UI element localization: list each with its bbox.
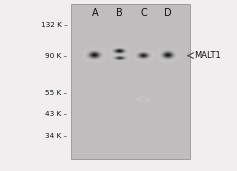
Text: B: B: [116, 8, 123, 18]
Text: C: C: [140, 8, 147, 18]
Text: 55 K –: 55 K –: [46, 90, 68, 96]
Text: A: A: [91, 8, 98, 18]
Text: MALT1: MALT1: [194, 51, 221, 60]
Text: 43 K –: 43 K –: [46, 111, 68, 117]
Text: 132 K –: 132 K –: [41, 22, 68, 28]
FancyBboxPatch shape: [71, 4, 190, 159]
Text: 90 K –: 90 K –: [46, 52, 68, 59]
Text: 34 K –: 34 K –: [46, 133, 68, 139]
Text: D: D: [164, 8, 172, 18]
